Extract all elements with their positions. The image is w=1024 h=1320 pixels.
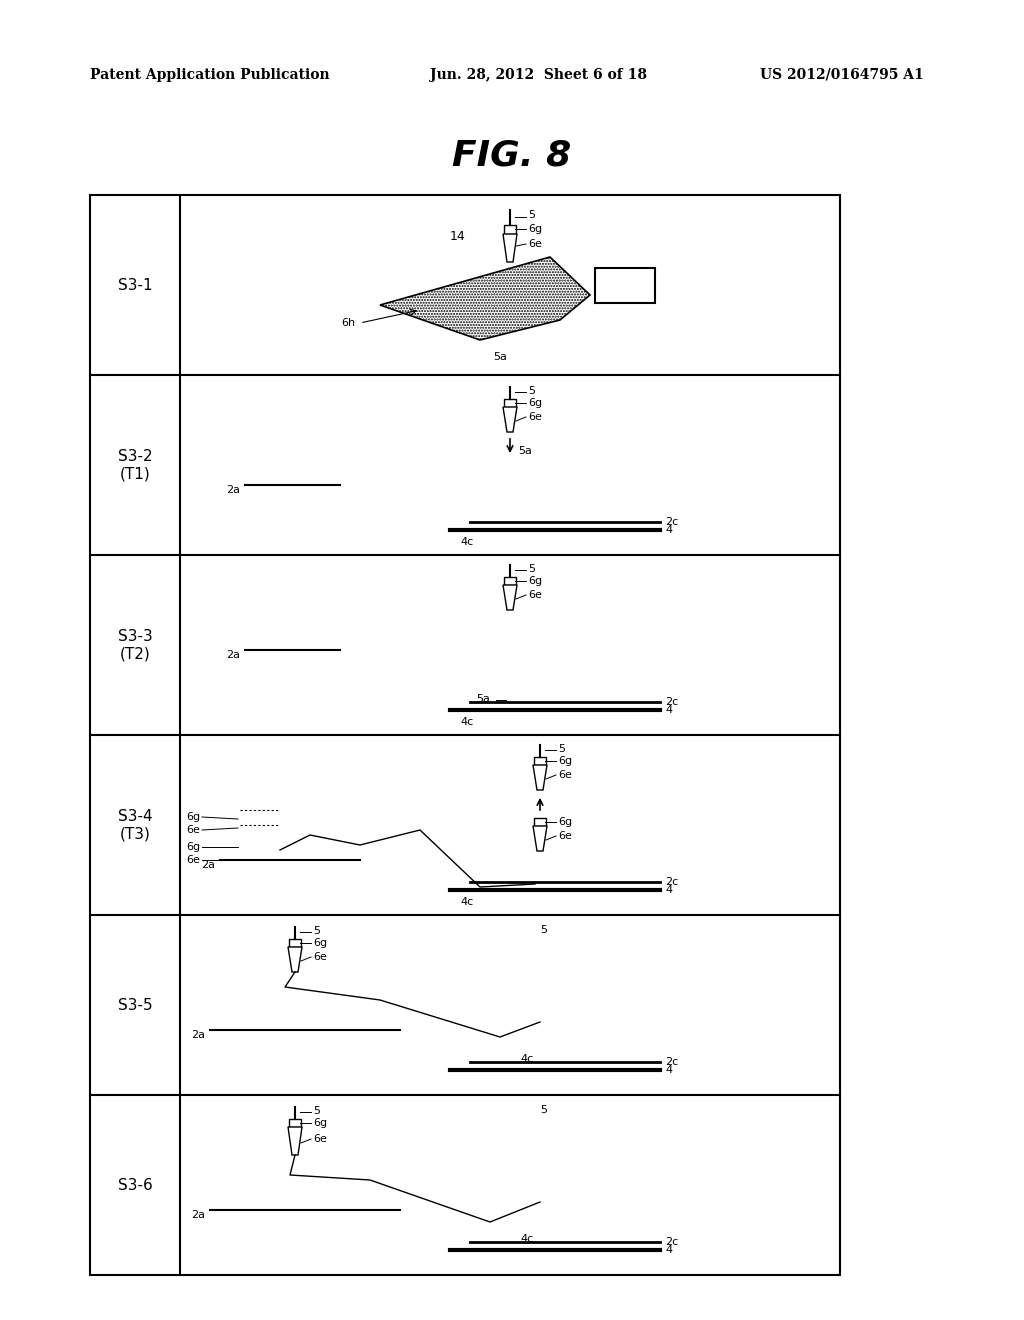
Text: 2c: 2c (665, 1237, 678, 1247)
Text: 2a: 2a (226, 484, 240, 495)
Polygon shape (534, 766, 547, 789)
Text: 6e: 6e (528, 239, 542, 249)
Bar (504, 399, 516, 407)
Bar (534, 756, 546, 766)
Text: 4: 4 (665, 525, 672, 535)
Text: 6g: 6g (313, 1118, 327, 1129)
Text: S3-5: S3-5 (118, 998, 153, 1012)
Text: 6e: 6e (313, 952, 327, 962)
Bar (504, 224, 516, 234)
Text: 6e: 6e (558, 770, 571, 780)
Text: 6g: 6g (186, 842, 200, 851)
Bar (90, 195, 840, 1275)
Text: 6e: 6e (186, 825, 200, 836)
Text: 6g: 6g (528, 576, 542, 586)
Text: 6h: 6h (341, 318, 355, 327)
Bar (289, 939, 301, 946)
Text: Jun. 28, 2012  Sheet 6 of 18: Jun. 28, 2012 Sheet 6 of 18 (430, 69, 647, 82)
Text: 2c: 2c (665, 1057, 678, 1067)
Text: 2c: 2c (665, 876, 678, 887)
Text: 5: 5 (528, 564, 535, 574)
Polygon shape (534, 826, 547, 851)
Text: 6g: 6g (313, 939, 327, 948)
Text: 6g: 6g (558, 817, 572, 828)
Text: S3-1: S3-1 (118, 277, 153, 293)
Text: 4c: 4c (520, 1234, 534, 1243)
Text: 5: 5 (540, 1105, 547, 1115)
Text: 5: 5 (558, 744, 565, 754)
Text: 2a: 2a (191, 1210, 205, 1220)
Bar (534, 818, 546, 826)
Polygon shape (503, 407, 517, 432)
Text: 4c: 4c (520, 1053, 534, 1064)
Text: 6e: 6e (558, 832, 571, 841)
Text: 6e: 6e (528, 590, 542, 601)
Text: 5: 5 (528, 210, 535, 220)
Bar (595, 268, 655, 302)
Text: S3-2
(T1): S3-2 (T1) (118, 449, 153, 482)
Text: S3-3
(T2): S3-3 (T2) (118, 628, 153, 661)
Text: 2a: 2a (201, 861, 215, 870)
Text: 6e: 6e (528, 412, 542, 422)
Text: FIG. 8: FIG. 8 (453, 139, 571, 172)
Text: 6e: 6e (186, 855, 200, 865)
Text: S3-6: S3-6 (118, 1177, 153, 1192)
Text: 2a: 2a (226, 649, 240, 660)
Text: 14: 14 (450, 230, 466, 243)
Text: 4: 4 (665, 705, 672, 715)
Text: 4: 4 (665, 1245, 672, 1255)
Text: S3-4
(T3): S3-4 (T3) (118, 809, 153, 841)
Text: 4c: 4c (460, 537, 473, 546)
Text: 2c: 2c (665, 697, 678, 708)
Text: 4c: 4c (460, 898, 473, 907)
Text: US 2012/0164795 A1: US 2012/0164795 A1 (760, 69, 924, 82)
Polygon shape (503, 585, 517, 610)
Text: 5a: 5a (494, 352, 507, 362)
Text: 6g: 6g (186, 812, 200, 822)
Text: Patent Application Publication: Patent Application Publication (90, 69, 330, 82)
Text: 5: 5 (540, 925, 547, 935)
Text: 4: 4 (665, 884, 672, 895)
Polygon shape (288, 1127, 302, 1155)
Text: 6g: 6g (558, 756, 572, 766)
Polygon shape (503, 234, 517, 261)
Text: 2a: 2a (191, 1030, 205, 1040)
Text: 5: 5 (313, 927, 319, 936)
Text: 5: 5 (313, 1106, 319, 1115)
Text: 5a: 5a (476, 694, 490, 704)
Text: 5: 5 (528, 385, 535, 396)
Bar (289, 1119, 301, 1127)
Text: 4c: 4c (460, 717, 473, 727)
Text: 4: 4 (665, 1065, 672, 1074)
Text: 5a: 5a (518, 446, 531, 455)
Text: 6g: 6g (528, 399, 542, 408)
Polygon shape (288, 946, 302, 972)
Text: 6e: 6e (313, 1134, 327, 1144)
Text: 6g: 6g (528, 224, 542, 234)
Text: 2c: 2c (665, 517, 678, 527)
Bar (504, 577, 516, 585)
